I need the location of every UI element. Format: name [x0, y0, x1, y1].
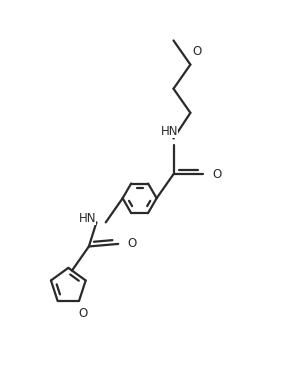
Text: O: O [78, 307, 88, 320]
Text: HN: HN [161, 125, 179, 139]
Text: O: O [127, 237, 137, 250]
Text: O: O [212, 168, 222, 181]
Text: O: O [192, 45, 201, 58]
Text: HN: HN [79, 212, 96, 225]
